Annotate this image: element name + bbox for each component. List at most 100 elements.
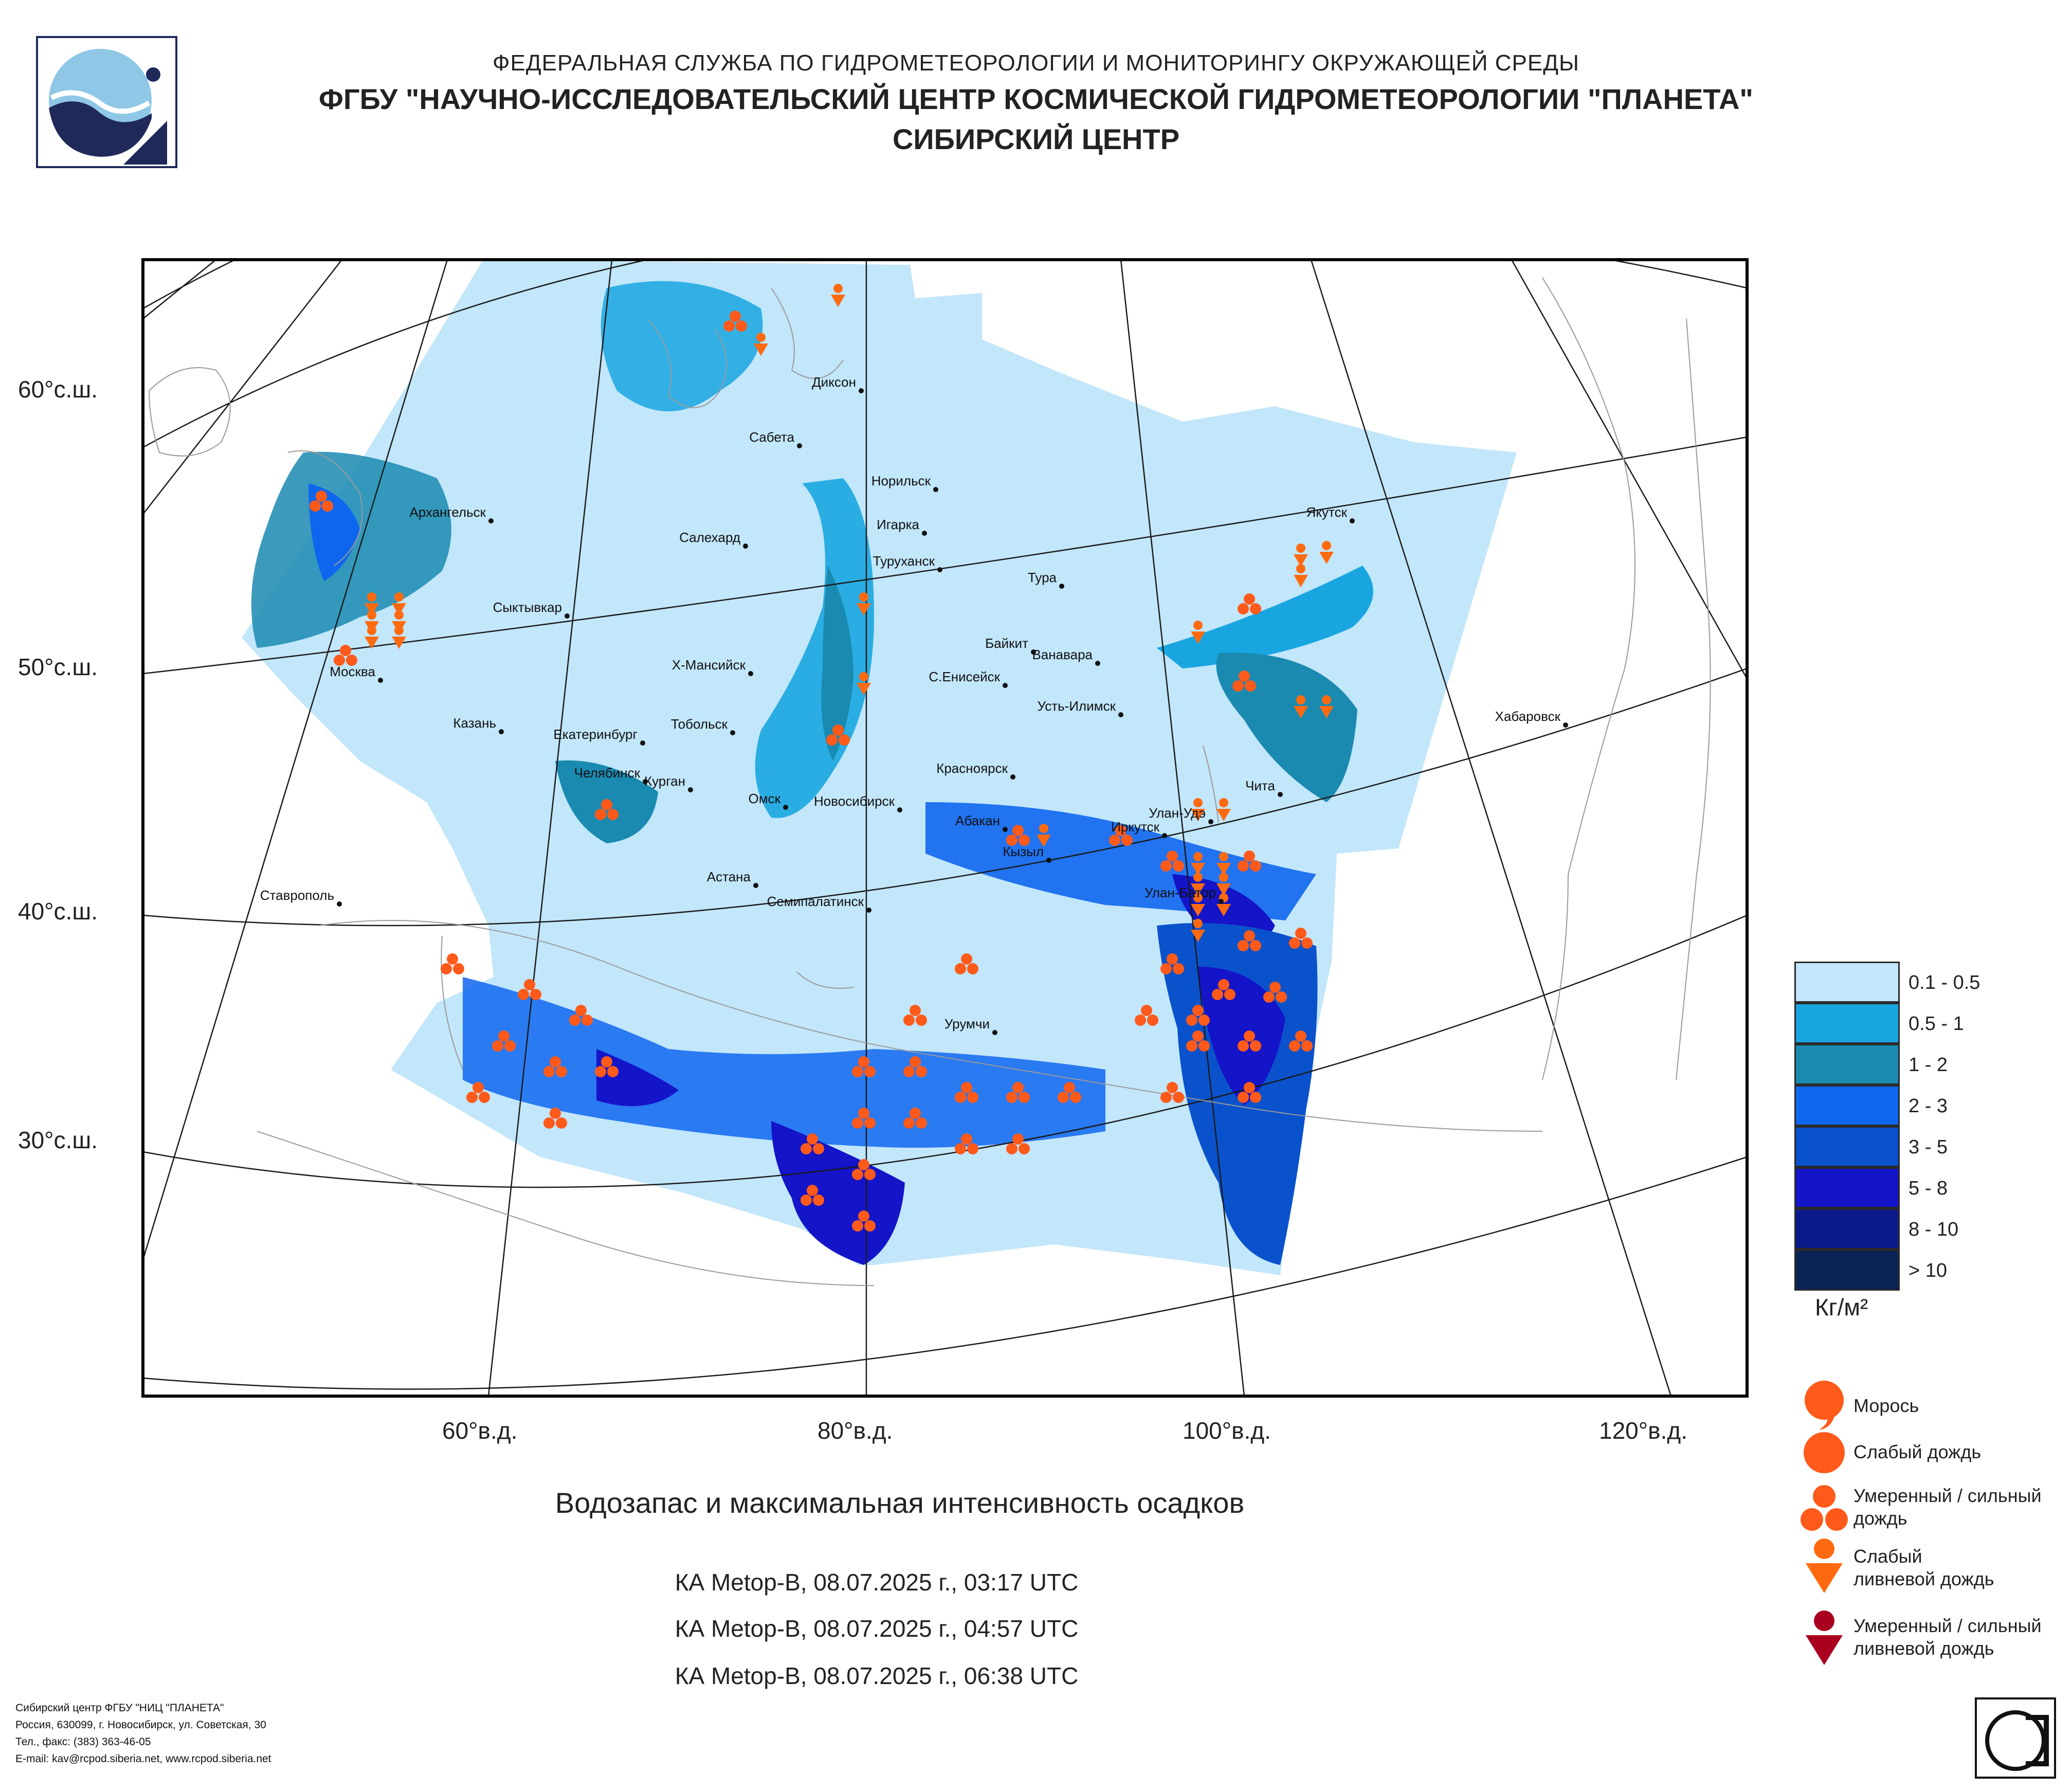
city-label: Новосибирск	[814, 793, 895, 809]
footer-line-2: Россия, 630099, г. Новосибирск, ул. Сове…	[15, 1719, 266, 1731]
lon-label-120: 120°в.д.	[1599, 1417, 1687, 1444]
city-dot	[1118, 712, 1123, 717]
city-label: Кызыл	[1003, 844, 1044, 859]
city-dot	[1046, 858, 1051, 863]
light-rain-label: Слабый дождь	[1853, 1441, 1982, 1462]
lat-label-60: 60°с.ш.	[18, 376, 98, 403]
city-label: Красноярск	[936, 761, 1008, 776]
city-label: Хабаровск	[1495, 709, 1561, 724]
light-shower-label: Слабый ливневой дождь	[1853, 1546, 1994, 1589]
city-dot	[922, 531, 927, 536]
satellite-pass-3: КА Metop-B, 08.07.2025 г., 06:38 UTC	[675, 1662, 1079, 1689]
legend-swatch-1	[1794, 1003, 1900, 1044]
city-dot	[730, 730, 735, 735]
city-dot	[1278, 792, 1283, 797]
city-label: Якутск	[1306, 504, 1348, 520]
city-dot	[565, 613, 570, 619]
lat-label-30: 30°с.ш.	[18, 1127, 98, 1153]
city-dot	[1563, 722, 1568, 728]
city-label: Урумчи	[944, 1016, 990, 1032]
city-label: Абакан	[955, 813, 1000, 828]
city-dot	[743, 544, 748, 549]
city-dot	[1059, 584, 1064, 589]
city-dot	[859, 388, 864, 393]
drizzle-icon	[1794, 1376, 1851, 1432]
city-label: Архангельск	[409, 504, 486, 520]
legend-label-3: 2 - 3	[1909, 1095, 1948, 1117]
city-label: Екатеринбург	[553, 727, 638, 742]
city-label: Ванавара	[1032, 647, 1093, 662]
city-label: С.Енисейск	[929, 669, 1000, 684]
city-label: Байкит	[985, 636, 1028, 651]
city-label: Москва	[330, 664, 375, 679]
city-dot	[866, 908, 871, 913]
lon-label-60: 60°в.д.	[442, 1417, 518, 1444]
city-dot	[499, 729, 504, 734]
legend-label-6: 8 - 10	[1909, 1219, 1959, 1240]
city-label: Чита	[1245, 778, 1275, 793]
map-caption: Водозапас и максимальная интенсивность о…	[555, 1487, 1245, 1519]
city-markers: Диксон Сабета Норильск Архангельск Салехард И…	[260, 374, 1568, 1035]
city-dot	[1219, 899, 1224, 904]
moderate-rain-label: Умеренный / сильный дождь	[1853, 1485, 2042, 1529]
city-label: Ставрополь	[260, 888, 334, 903]
legend-label-7: > 10	[1909, 1260, 1948, 1281]
city-label: Норильск	[871, 473, 931, 489]
legend-label-0: 0.1 - 0.5	[1909, 972, 1980, 993]
legend-swatch-6	[1794, 1208, 1900, 1250]
city-dot	[1010, 774, 1015, 780]
city-label: Казань	[453, 715, 496, 731]
city-dot	[897, 807, 902, 812]
city-dot	[1350, 518, 1355, 523]
city-label: Усть-Илимск	[1037, 698, 1116, 714]
city-dot	[1162, 833, 1167, 838]
city-dot	[937, 567, 942, 572]
city-label: Тобольск	[671, 716, 728, 732]
city-dot	[992, 1030, 997, 1035]
legend-swatch-4	[1794, 1126, 1900, 1167]
map-frame	[141, 258, 1749, 1398]
satellite-pass-2: КА Metop-B, 08.07.2025 г., 04:57 UTC	[675, 1615, 1079, 1642]
city-label: Салехард	[679, 530, 740, 545]
city-label: Тура	[1028, 570, 1057, 585]
lat-label-50: 50°с.ш.	[18, 654, 98, 680]
city-dot	[753, 883, 758, 888]
legend-swatch-5	[1794, 1167, 1900, 1208]
legend-swatch-2	[1794, 1044, 1900, 1085]
legend-label-2: 1 - 2	[1909, 1054, 1948, 1076]
city-dot	[1031, 649, 1036, 655]
footer-line-1: Сибирский центр ФГБУ "НИЦ "ПЛАНЕТА"	[15, 1702, 224, 1714]
city-dot	[1003, 827, 1008, 832]
city-label: Астана	[707, 869, 751, 884]
city-label: Челябинск	[574, 765, 641, 781]
city-label: Омск	[749, 791, 781, 806]
city-dot	[933, 487, 938, 492]
heavy-shower-label: Умеренный / сильный ливневой дождь	[1853, 1615, 2042, 1659]
legend-units: Кг/м²	[1815, 1294, 1868, 1320]
light-shower-icon	[1794, 1537, 1851, 1594]
city-label: Курган	[644, 773, 685, 789]
center-title: СИБИРСКИЙ ЦЕНТР	[892, 123, 1180, 155]
precip-swath	[242, 260, 1517, 1275]
heavy-shower-icon	[1794, 1609, 1851, 1666]
city-label: Улан-Батор	[1144, 885, 1216, 900]
moderate-rain-icon	[1794, 1481, 1851, 1537]
city-label: Игарка	[877, 517, 919, 532]
planeta-logo	[36, 36, 177, 168]
city-dot	[797, 443, 802, 448]
footer-line-3: Тел., факс: (383) 363-46-05	[15, 1736, 151, 1748]
satellite-pass-1: КА Metop-B, 08.07.2025 г., 03:17 UTC	[675, 1569, 1079, 1596]
city-dot	[783, 805, 788, 810]
city-dot	[643, 779, 648, 784]
city-label: Иркутск	[1111, 819, 1159, 835]
drizzle-label: Морось	[1853, 1395, 1919, 1416]
city-dot	[688, 787, 693, 792]
agency-title: ФЕДЕРАЛЬНАЯ СЛУЖБА ПО ГИДРОМЕТЕОРОЛОГИИ …	[493, 50, 1579, 76]
footer-line-4: E-mail: kav@rcpod.siberia.net, www.rcpod…	[15, 1753, 271, 1765]
city-label: Туруханск	[873, 553, 935, 569]
city-dot	[748, 671, 753, 676]
legend-swatch-3	[1794, 1085, 1900, 1126]
city-label: Улан-Удэ	[1149, 805, 1206, 821]
legend-swatch-7	[1794, 1250, 1900, 1291]
